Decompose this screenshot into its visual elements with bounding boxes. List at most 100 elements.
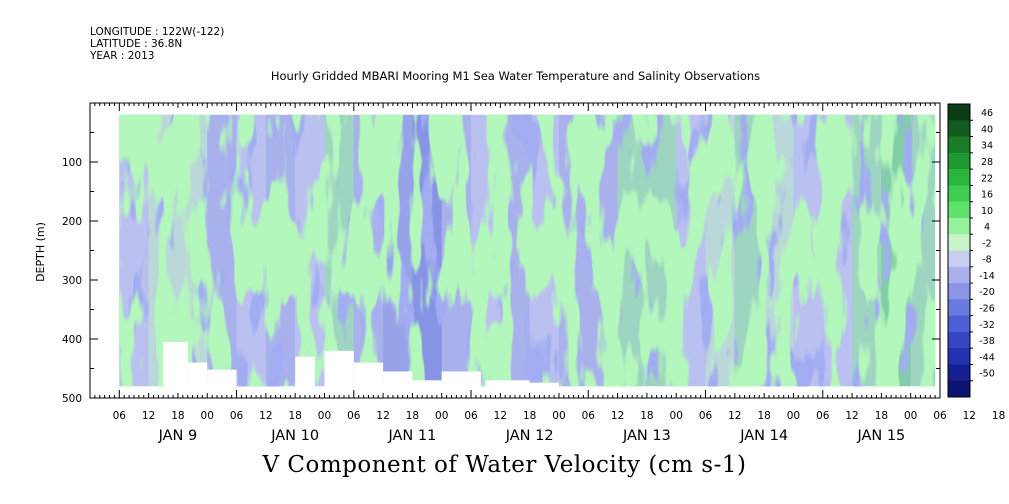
x-day-label: JAN 15 xyxy=(856,428,905,444)
heatmap-green-texture xyxy=(119,114,936,387)
x-day-label: JAN 12 xyxy=(505,428,554,444)
colorbar-swatch xyxy=(948,185,970,203)
x-hour-label: 18 xyxy=(875,410,888,422)
y-tick-label: 100 xyxy=(62,157,82,169)
x-hour-label: 00 xyxy=(435,410,448,422)
x-hour-label: 12 xyxy=(611,410,624,422)
x-hour-label: 12 xyxy=(376,410,389,422)
x-hour-label: 18 xyxy=(757,410,770,422)
y-tick-label: 300 xyxy=(62,275,82,287)
colorbar-label: -26 xyxy=(979,303,995,314)
colorbar-swatch xyxy=(948,315,970,333)
chart-title: Hourly Gridded MBARI Mooring M1 Sea Wate… xyxy=(270,69,761,83)
data-gap xyxy=(187,362,208,388)
x-hour-label: 00 xyxy=(670,410,683,422)
x-day-label: JAN 14 xyxy=(739,428,788,444)
data-gap xyxy=(529,382,559,388)
longitude-label: LONGITUDE : 122W(-122) xyxy=(90,26,225,38)
colorbar-label: -2 xyxy=(982,238,991,249)
x-hour-label: 12 xyxy=(494,410,507,422)
y-tick-label: 400 xyxy=(62,334,82,346)
colorbar-label: -38 xyxy=(979,336,995,347)
x-hour-label: 18 xyxy=(406,410,419,422)
x-hour-label: 06 xyxy=(347,410,361,422)
colorbar-label: 46 xyxy=(981,108,993,119)
x-hour-label: 00 xyxy=(552,410,565,422)
x-hour-label: 12 xyxy=(963,410,976,422)
x-hour-label: 18 xyxy=(640,410,653,422)
colorbar-label: 34 xyxy=(981,141,993,152)
x-hour-label: 06 xyxy=(816,410,830,422)
x-hour-label: 00 xyxy=(787,410,800,422)
data-gap xyxy=(353,362,384,388)
x-hour-label: 12 xyxy=(259,410,272,422)
colorbar-swatch xyxy=(948,169,970,186)
colorbar-swatch xyxy=(948,217,970,235)
colorbar-label: -20 xyxy=(979,287,995,298)
x-hour-label: 12 xyxy=(728,410,741,422)
colorbar-label: -14 xyxy=(979,271,995,282)
colorbar-swatch xyxy=(948,234,970,251)
colorbar-swatch xyxy=(948,348,970,365)
y-axis-title: DEPTH (m) xyxy=(34,222,47,282)
axes: 06 12 18 00 06 12 18 00 06 12 18 00 06 12 18 00 06 12 18 00… xyxy=(62,102,1005,444)
colorbar-label: 28 xyxy=(981,157,993,168)
colorbar-swatch xyxy=(948,266,970,284)
x-hour-label: 00 xyxy=(318,410,331,422)
x-hour-label: 06 xyxy=(464,410,478,422)
data-gap xyxy=(207,369,237,388)
colorbar-label: 4 xyxy=(984,222,990,233)
data-gap xyxy=(412,380,442,388)
x-hour-label: 12 xyxy=(142,410,155,422)
data-gap xyxy=(441,371,481,388)
x-hour-label: 12 xyxy=(845,410,858,422)
colorbar-label: -32 xyxy=(979,320,995,331)
x-hour-label: 18 xyxy=(523,410,536,422)
data-gap xyxy=(324,350,354,388)
x-day-label: JAN 11 xyxy=(387,428,436,444)
colorbar-swatch xyxy=(948,250,970,268)
colorbar-label: -50 xyxy=(979,369,995,380)
colorbar-label: -44 xyxy=(979,352,995,363)
colorbar-swatch xyxy=(948,136,970,154)
x-hour-label: 06 xyxy=(113,410,127,422)
colorbar-swatch xyxy=(948,364,970,382)
data-gap xyxy=(163,341,188,388)
colorbar-label: 40 xyxy=(981,124,993,135)
colorbar-swatch xyxy=(948,380,970,398)
x-hour-label: 00 xyxy=(201,410,214,422)
colorbar-swatch xyxy=(948,331,970,349)
colorbar-swatch xyxy=(948,152,970,170)
plot-area xyxy=(119,114,936,388)
x-hour-label: 06 xyxy=(699,410,713,422)
colorbar-swatch xyxy=(948,283,970,300)
colorbar-label: 22 xyxy=(981,173,993,184)
year-label: YEAR : 2013 xyxy=(90,50,155,62)
colorbar-swatch xyxy=(948,201,970,219)
x-hour-label: 18 xyxy=(992,410,1005,422)
colorbar-swatch xyxy=(948,120,970,138)
colorbar-label: 10 xyxy=(981,206,993,217)
x-hour-label: 18 xyxy=(171,410,184,422)
colorbar-swatch xyxy=(948,104,970,121)
colorbar-label: -8 xyxy=(982,255,991,266)
x-day-label: JAN 13 xyxy=(622,428,671,444)
data-gap xyxy=(383,371,413,388)
colorbar: 46 40 34 28 22 16 10 4 -2 -8 -14 -20 -26 -32 -38 -44 -50 xyxy=(947,103,995,398)
latitude-label: LATITUDE : 36.8N xyxy=(90,38,183,50)
data-gap xyxy=(485,380,530,388)
x-hour-label: 06 xyxy=(582,410,596,422)
colorbar-swatch xyxy=(948,299,970,317)
colorbar-label: 16 xyxy=(981,190,993,201)
x-hour-label: 18 xyxy=(288,410,301,422)
y-tick-label: 500 xyxy=(62,393,82,405)
x-hour-label: 00 xyxy=(904,410,917,422)
variable-title: V Component of Water Velocity (cm s-1) xyxy=(262,452,747,478)
x-hour-label: 06 xyxy=(933,410,947,422)
x-hour-label: 06 xyxy=(230,410,244,422)
data-gap xyxy=(295,356,315,388)
y-tick-label: 200 xyxy=(62,216,82,228)
x-day-label: JAN 9 xyxy=(158,428,198,444)
x-day-label: JAN 10 xyxy=(270,428,319,444)
